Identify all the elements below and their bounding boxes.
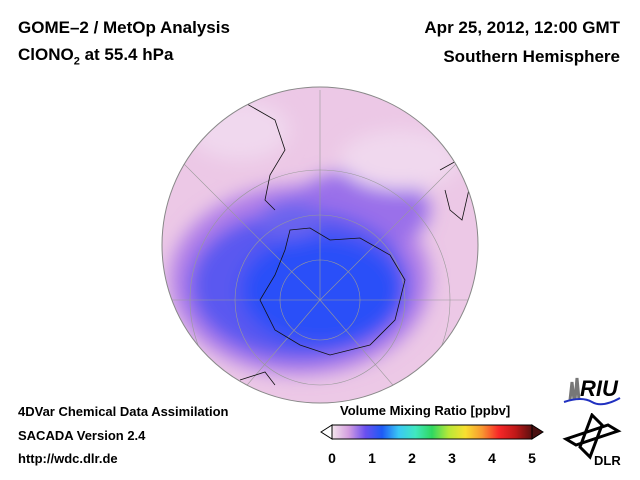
svg-text:DLR: DLR [594,453,621,468]
colorbar-tick-label: 3 [448,450,456,466]
colorbar-tick-label: 2 [408,450,416,466]
region-label: Southern Hemisphere [443,47,620,66]
coastlines [209,99,471,386]
colorbar-title: Volume Mixing Ratio [ppbv] [340,403,511,418]
species-subscript: 2 [73,55,80,68]
colorbar-gradient [331,424,533,440]
colorbar-tick-label: 0 [328,450,336,466]
svg-text:RIU: RIU [580,376,619,401]
title-line1: GOME–2 / MetOp Analysis [18,18,230,37]
riu-logo: RIU [563,376,621,406]
colorbar [320,424,544,440]
colorbar-tick-label: 1 [368,450,376,466]
colorbar-over-arrow [531,424,544,440]
footer-line2: SACADA Version 2.4 [18,428,146,443]
pressure-level: at 55.4 hPa [79,45,174,64]
title-line2: ClONO2 at 55.4 hPa [18,45,173,67]
footer-line1: 4DVar Chemical Data Assimilation [18,404,229,419]
dlr-logo: DLR [562,413,622,468]
colorbar-under-arrow [320,424,333,440]
colorbar-tick-label: 4 [488,450,496,466]
colorbar-tick-label: 5 [528,450,536,466]
datetime: Apr 25, 2012, 12:00 GMT [424,18,620,37]
species-prefix: ClONO [18,45,74,64]
footer-url[interactable]: http://wdc.dlr.de [18,451,118,466]
